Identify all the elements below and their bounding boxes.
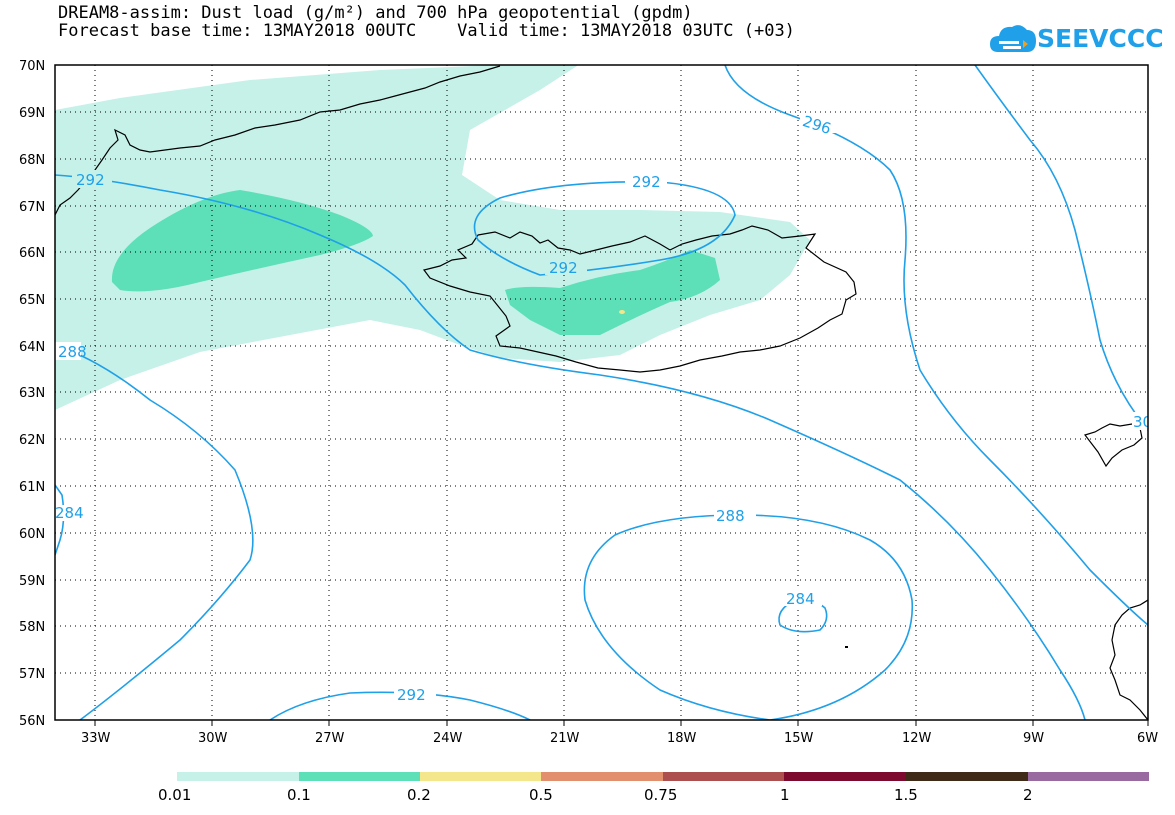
dust-area-medium-west bbox=[111, 190, 374, 292]
svg-text:288: 288 bbox=[716, 507, 745, 525]
svg-text:62N: 62N bbox=[19, 433, 45, 448]
svg-text:292: 292 bbox=[549, 259, 578, 277]
colorbar-bin-6 bbox=[784, 772, 906, 781]
svg-text:12W: 12W bbox=[902, 731, 932, 746]
map-title-line-1: DREAM8-assim: Dust load (g/m²) and 700 h… bbox=[58, 3, 693, 23]
svg-text:27W: 27W bbox=[315, 731, 345, 746]
colorbar-bin-2 bbox=[299, 772, 420, 781]
colorbar-bin-3 bbox=[420, 772, 541, 781]
svg-text:0.1: 0.1 bbox=[287, 786, 311, 804]
svg-text:56N: 56N bbox=[19, 714, 45, 729]
colorbar: 0.01 0.1 0.2 0.5 0.75 1 1.5 2 bbox=[158, 772, 1149, 804]
svg-text:0.01: 0.01 bbox=[158, 786, 191, 804]
svg-text:67N: 67N bbox=[19, 200, 45, 215]
colorbar-bin-5 bbox=[663, 772, 784, 781]
svg-text:9W: 9W bbox=[1023, 731, 1044, 746]
svg-text:70N: 70N bbox=[19, 59, 45, 74]
svg-text:2: 2 bbox=[1023, 786, 1033, 804]
colorbar-bin-4 bbox=[541, 772, 663, 781]
svg-text:15W: 15W bbox=[784, 731, 814, 746]
colorbar-bin-8 bbox=[1028, 772, 1149, 781]
svg-text:66N: 66N bbox=[19, 246, 45, 261]
contour-300 bbox=[974, 65, 1148, 431]
svg-text:24W: 24W bbox=[433, 731, 463, 746]
svg-text:1.5: 1.5 bbox=[894, 786, 918, 804]
svg-text:68N: 68N bbox=[19, 153, 45, 168]
svg-text:0.5: 0.5 bbox=[529, 786, 553, 804]
contour-labels: 292 292 292 296 288 288 284 284 292 30 bbox=[55, 112, 1152, 704]
svg-text:18W: 18W bbox=[667, 731, 697, 746]
svg-text:1: 1 bbox=[780, 786, 790, 804]
svg-text:292: 292 bbox=[397, 686, 426, 704]
svg-text:64N: 64N bbox=[19, 340, 45, 355]
svg-text:65N: 65N bbox=[19, 293, 45, 308]
svg-text:284: 284 bbox=[786, 590, 815, 608]
svg-text:30: 30 bbox=[1133, 413, 1152, 431]
svg-text:284: 284 bbox=[55, 504, 84, 522]
contour-292-main bbox=[55, 174, 1086, 720]
latitude-labels: 70N 69N 68N 67N 66N 65N 64N 63N 62N 61N … bbox=[19, 59, 45, 729]
svg-text:63N: 63N bbox=[19, 386, 45, 401]
svg-text:6W: 6W bbox=[1137, 731, 1158, 746]
svg-text:30W: 30W bbox=[198, 731, 228, 746]
svg-text:0.75: 0.75 bbox=[644, 786, 677, 804]
graticule bbox=[55, 65, 1148, 720]
svg-text:61N: 61N bbox=[19, 480, 45, 495]
contour-296 bbox=[724, 65, 1148, 626]
coast-scotland bbox=[1109, 599, 1148, 720]
svg-text:59N: 59N bbox=[19, 574, 45, 589]
logo-text: SEEVCCC bbox=[1037, 24, 1164, 53]
svg-text:58N: 58N bbox=[19, 620, 45, 635]
svg-text:33W: 33W bbox=[81, 731, 111, 746]
contour-288-south bbox=[583, 514, 914, 720]
colorbar-bin-7 bbox=[906, 772, 1028, 781]
cloud-logo-icon bbox=[990, 25, 1036, 52]
coast-iceland bbox=[422, 225, 857, 373]
svg-text:69N: 69N bbox=[19, 106, 45, 121]
colorbar-bin-1 bbox=[177, 772, 299, 781]
svg-text:0.2: 0.2 bbox=[407, 786, 431, 804]
svg-text:292: 292 bbox=[632, 173, 661, 191]
coastlines bbox=[55, 65, 1148, 720]
svg-text:288: 288 bbox=[58, 343, 87, 361]
svg-text:21W: 21W bbox=[550, 731, 580, 746]
longitude-labels: 33W 30W 27W 24W 21W 18W 15W 12W 9W 6W bbox=[81, 731, 1158, 746]
coast-greenland bbox=[55, 65, 501, 216]
svg-text:57N: 57N bbox=[19, 667, 45, 682]
contour-288-west bbox=[55, 344, 254, 720]
coast-faroe bbox=[1083, 423, 1143, 468]
dust-area-medium-iceland bbox=[505, 250, 720, 335]
svg-text:292: 292 bbox=[76, 171, 105, 189]
svg-text:60N: 60N bbox=[19, 527, 45, 542]
map-title-line-2: Forecast base time: 13MAY2018 00UTC Vali… bbox=[58, 21, 795, 41]
